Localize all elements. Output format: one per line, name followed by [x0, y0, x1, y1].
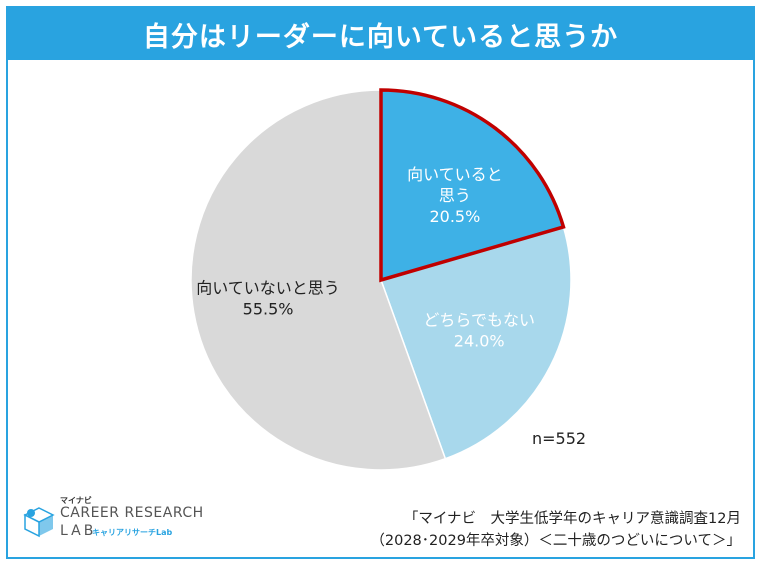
slice-value-label-2: 24.0%	[454, 332, 505, 351]
slice-category-label-3: 向いていないと思う	[196, 278, 340, 297]
sample-size-annotation: n=552	[532, 429, 586, 448]
logo-sub-text: キャリアリサーチLab	[92, 528, 173, 537]
source-line-1: 「マイナビ 大学生低学年のキャリア意識調査12月	[403, 511, 741, 527]
logo-main-text: CAREER RESEARCH	[60, 505, 204, 521]
cube-logo-icon	[23, 507, 55, 538]
slice-category-label-1: 思う	[439, 186, 471, 205]
source-citation: 「マイナビ 大学生低学年のキャリア意識調査12月 （2028･2029年卒対象）…	[370, 508, 741, 552]
pie-slice-3	[190, 89, 447, 471]
chart-title: 自分はリーダーに向いていると思うか	[8, 8, 753, 60]
logo-brand: マイナビ	[60, 496, 92, 505]
career-research-lab-logo: マイナビ CAREER RESEARCH LAB キャリアリサーチLab	[22, 495, 204, 545]
slice-value-label-3: 55.5%	[243, 299, 294, 318]
highlight-slice-outline	[379, 88, 566, 283]
slice-value-label-1: 20.5%	[429, 207, 480, 226]
slice-category-label-2: どちらでもない	[423, 311, 535, 330]
pie-slice-2	[380, 226, 572, 460]
slice-category-label-1: 向いていると	[407, 165, 503, 184]
source-line-2: （2028･2029年卒対象）＜二十歳のつどいについて＞」	[370, 533, 741, 549]
logo-lab-text: LAB	[60, 523, 97, 539]
